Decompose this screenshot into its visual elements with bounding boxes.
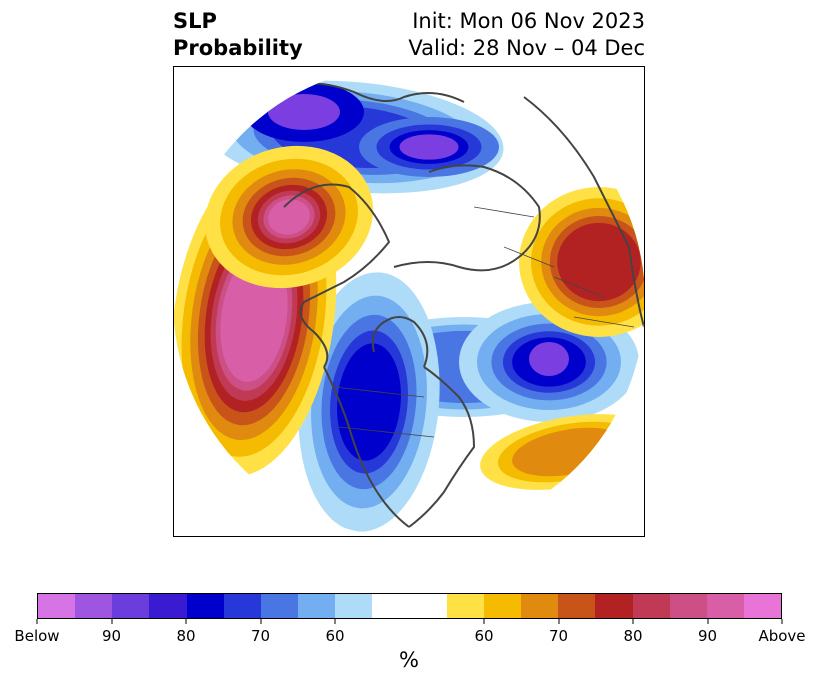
colorbar-tick-mark: [632, 619, 634, 624]
colorbar-segment: [298, 594, 336, 618]
north-america-low-anomaly: [337, 343, 401, 461]
siberia-low-anomaly: [399, 134, 459, 160]
country-border: [333, 386, 425, 398]
colorbar-segment: [446, 594, 484, 618]
colorbar-tick-label: 90: [101, 627, 122, 645]
colorbar: [37, 593, 782, 619]
atlantic-low-center: [529, 342, 569, 376]
country-border: [573, 316, 635, 328]
arctic-low-core: [268, 94, 340, 130]
colorbar-tick-label: 90: [697, 627, 718, 645]
colorbar-segment: [186, 594, 224, 618]
colorbar-segment: [483, 594, 522, 618]
product-title: Probability: [173, 36, 303, 60]
colorbar-segment: [112, 594, 150, 618]
colorbar-tick-label: 70: [548, 627, 569, 645]
colorbar-segment: [521, 594, 559, 618]
country-border: [338, 426, 435, 438]
coastline: [371, 316, 429, 368]
country-border: [503, 246, 555, 268]
colorbar-segment: [743, 594, 782, 618]
colorbar-tick-mark: [558, 619, 559, 624]
colorbar-tick-label: 80: [176, 627, 196, 645]
colorbar-segment: [632, 594, 670, 618]
colorbar-segment: [260, 594, 299, 618]
colorbar-segment: [595, 594, 633, 618]
colorbar-segment: [706, 594, 744, 618]
colorbar-segment: [75, 594, 113, 618]
title-right: Init: Mon 06 Nov 2023 Valid: 28 Nov – 04…: [408, 8, 645, 62]
colorbar-tick-mark: [483, 619, 485, 624]
colorbar-tick-label: 70: [250, 627, 271, 645]
coastline: [393, 164, 541, 272]
colorbar-tick-label: 60: [325, 627, 345, 645]
colorbar-segment: [372, 594, 410, 618]
colorbar-segment: [558, 594, 596, 618]
map-panel: [173, 66, 645, 537]
colorbar-tick-mark: [781, 619, 783, 624]
title-left: SLP Probability: [173, 8, 303, 62]
colorbar-segment: [669, 594, 707, 618]
colorbar-tick-mark: [111, 619, 112, 624]
eurasia-high-anomaly: [557, 222, 641, 302]
colorbar-tick-mark: [36, 619, 38, 624]
colorbar-tick-label: 80: [623, 627, 643, 645]
colorbar-tick-mark: [334, 619, 336, 624]
colorbar-segment: [38, 594, 76, 618]
colorbar-tick-mark: [260, 619, 261, 624]
init-date: Init: Mon 06 Nov 2023: [412, 9, 645, 33]
colorbar-segment: [335, 594, 373, 618]
colorbar-segment: [223, 594, 261, 618]
colorbar-tick-label: Below: [14, 627, 60, 645]
coastline: [523, 96, 644, 328]
colorbar-tick-label: Above: [758, 627, 806, 645]
colorbar-tick-mark: [185, 619, 187, 624]
valid-range: Valid: 28 Nov – 04 Dec: [408, 36, 645, 60]
country-border: [473, 206, 535, 218]
coastline: [283, 183, 391, 368]
colorbar-segment: [409, 594, 447, 618]
variable-title: SLP: [173, 9, 217, 33]
colorbar-tick-mark: [707, 619, 708, 624]
coastline: [408, 366, 476, 528]
colorbar-tick-label: 60: [474, 627, 494, 645]
alaska-high-anomaly: [268, 199, 310, 235]
probability-map: [174, 80, 644, 532]
colorbar-segment: [149, 594, 187, 618]
colorbar-label: %: [399, 648, 419, 672]
coastline: [323, 366, 410, 528]
country-border: [553, 276, 605, 298]
